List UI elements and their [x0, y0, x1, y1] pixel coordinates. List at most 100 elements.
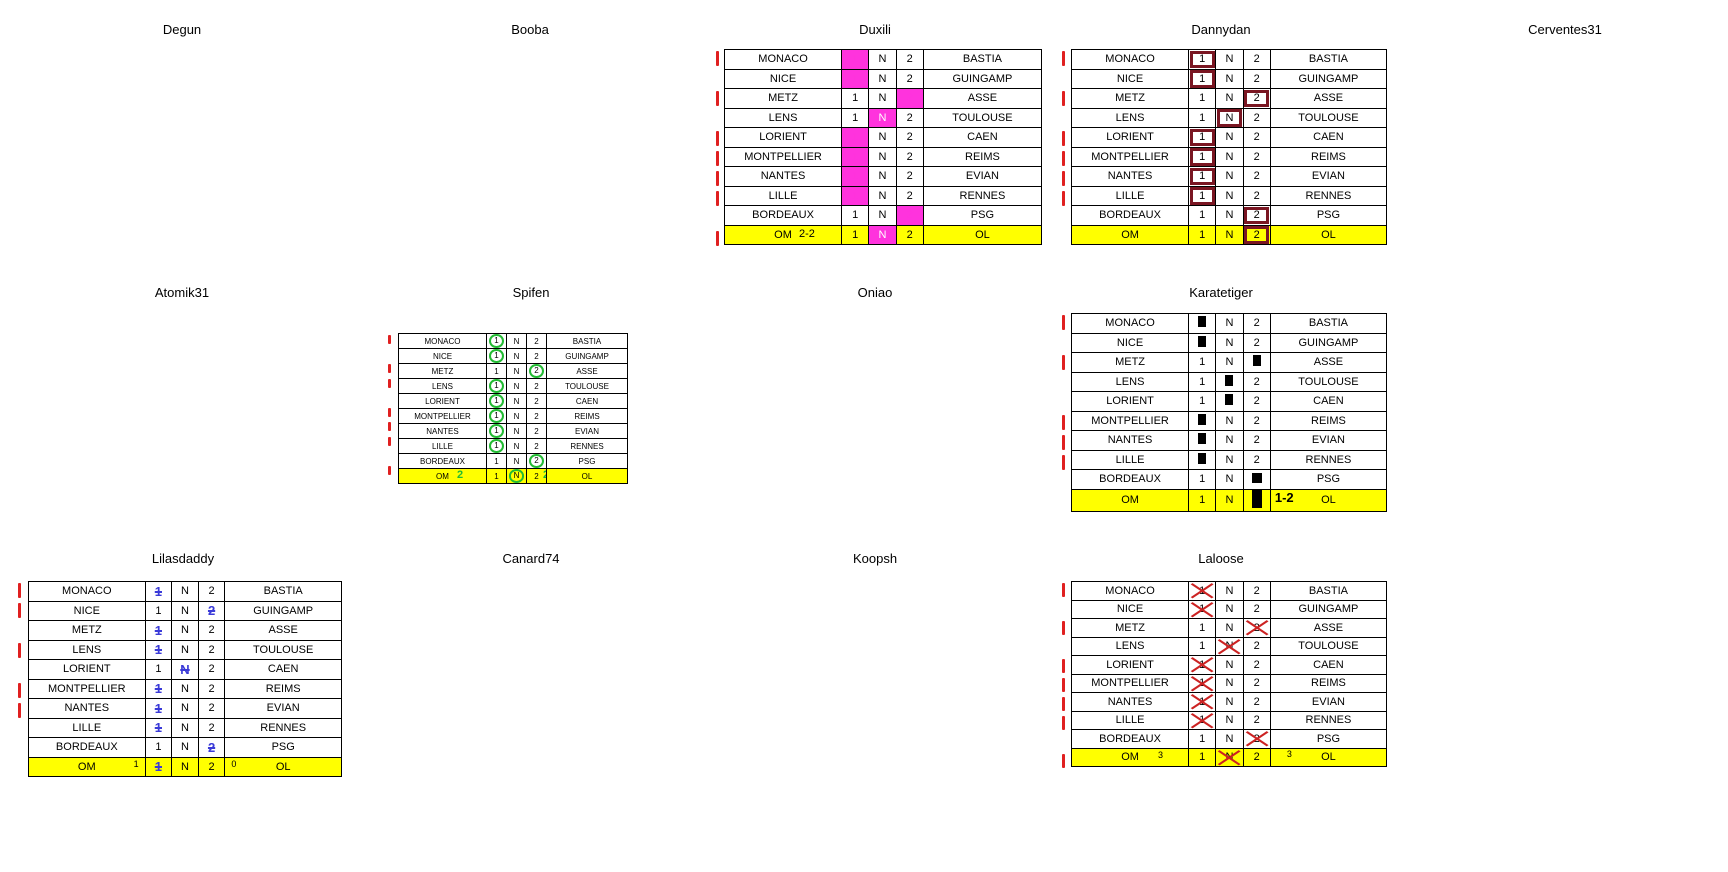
home-team: METZ [1115, 92, 1146, 105]
option-draw: N [181, 702, 189, 715]
away-team: TOULOUSE [1298, 640, 1359, 653]
option-away-cell: 2 [1242, 636, 1271, 656]
pick-marker [1198, 433, 1207, 445]
tick-mark [1062, 91, 1065, 106]
match-row: NANTES 1 N 2 EVIAN [28, 698, 342, 719]
option-draw: N [181, 682, 189, 695]
option-home-cell: 1 [486, 438, 507, 454]
home-team-cell: LENS [398, 378, 487, 394]
option-draw-cell: N [1215, 655, 1244, 675]
home-team-cell: LORIENT [723, 127, 843, 148]
tick-mark [1062, 455, 1065, 470]
option-home: 1 [852, 72, 859, 85]
option-away-cell: 2 [895, 185, 924, 206]
option-away-cell: 2 [1242, 224, 1271, 245]
home-team: MONACO [62, 585, 112, 598]
option-draw-cell: N [1215, 729, 1244, 749]
option-draw-cell: N [1215, 313, 1244, 334]
option-draw-cell: N [171, 717, 199, 738]
player-name-oniao: Oniao [857, 285, 893, 300]
match-row: NANTES 1 N 2 EVIAN [1070, 166, 1388, 187]
option-draw: N [513, 396, 520, 406]
home-team: LORIENT [1106, 658, 1154, 671]
option-home: 1 [1199, 209, 1206, 222]
away-team: BASTIA [1308, 584, 1348, 597]
option-home-cell: 1 [841, 49, 870, 70]
option-draw-cell: N [1215, 410, 1244, 431]
home-team: LENS [1115, 111, 1145, 124]
match-row: METZ 1 N 2 ASSE [723, 88, 1043, 109]
option-draw-cell: N [171, 678, 199, 699]
away-team-cell: TOULOUSE [922, 107, 1043, 128]
away-team: REIMS [965, 150, 1000, 163]
option-away: 2 [1253, 170, 1260, 183]
option-away-cell: 2 [197, 678, 226, 699]
away-team: RENNES [260, 721, 307, 734]
option-home: 1 [155, 663, 162, 676]
option-home-cell: 1 [1188, 692, 1217, 712]
home-team-cell: NANTES [28, 698, 146, 719]
tick-mark [388, 465, 391, 475]
option-draw-cell: N [868, 107, 897, 128]
match-row: LORIENT 1 N 2 CAEN [1070, 127, 1388, 148]
home-team-cell: METZ [398, 363, 487, 379]
option-draw-cell: N [1215, 430, 1244, 451]
tick-mark [1062, 678, 1065, 692]
away-team: RENNES [1305, 189, 1352, 202]
away-team: EVIAN [266, 702, 300, 715]
home-team-cell: NANTES [1070, 430, 1190, 451]
tick-mark [1062, 697, 1065, 711]
option-away-cell: 2 [197, 639, 226, 660]
option-draw: N [513, 441, 520, 451]
home-team: BORDEAUX [1099, 473, 1161, 486]
home-team-cell: OM 3 [1070, 747, 1190, 767]
option-draw: N [1225, 228, 1234, 241]
home-team-cell: LORIENT [1070, 391, 1190, 412]
option-away-cell: 2 [526, 438, 547, 454]
option-home-cell: 1 [486, 453, 507, 469]
tick-mark [388, 335, 391, 344]
option-away-cell: 2 [1242, 391, 1271, 412]
home-team: LILLE [1115, 714, 1145, 727]
home-team: BORDEAUX [752, 209, 814, 222]
away-team-cell: REIMS [546, 408, 628, 424]
away-team-cell: ASSE [546, 363, 628, 379]
home-team: LORIENT [62, 663, 111, 676]
away-team: CAEN [575, 396, 599, 406]
tick-mark [1062, 151, 1065, 166]
home-team: MONTPELLIER [47, 682, 126, 695]
away-team: OL [975, 228, 990, 241]
option-draw-cell: N [1215, 107, 1244, 128]
option-draw-cell: N [506, 348, 527, 364]
away-team: CAEN [1313, 658, 1344, 671]
match-row: NICE 1 N 2 GUINGAMP [1070, 599, 1388, 619]
option-away-cell: 2 [197, 756, 226, 777]
home-team-cell: MONTPELLIER [1070, 673, 1190, 693]
tick-mark [18, 603, 21, 618]
option-draw: N [181, 760, 189, 773]
option-draw: N [878, 228, 887, 241]
away-team: GUINGAMP [253, 604, 314, 617]
away-team: BASTIA [962, 53, 1002, 66]
option-draw-cell: N [171, 600, 199, 621]
away-team-cell: ASSE [1269, 88, 1388, 109]
option-home: 1 [489, 439, 504, 453]
match-row: OM 2-2 1 N 2 OL [723, 224, 1043, 245]
away-team: REIMS [1311, 677, 1346, 690]
player-name-canard: Canard74 [502, 551, 560, 566]
option-away: 2 [1253, 189, 1260, 202]
option-away: 2 [208, 585, 215, 598]
away-team-cell: PSG [922, 205, 1043, 226]
option-home-cell: 1 [144, 698, 173, 719]
home-team: NANTES [1107, 695, 1153, 708]
option-draw-cell: N [1215, 488, 1244, 512]
option-away-cell: 2 [1242, 449, 1271, 470]
away-team-cell: CAEN [922, 127, 1043, 148]
option-away-cell: 2 [1242, 166, 1271, 187]
match-row: OM21N22OL [398, 468, 628, 484]
